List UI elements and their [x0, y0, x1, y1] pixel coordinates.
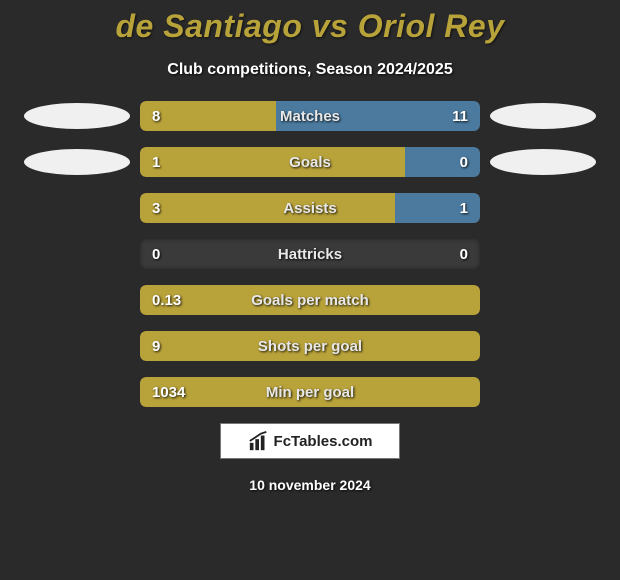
stat-row: 9Shots per goal	[0, 331, 620, 361]
bar-segment-left	[140, 147, 405, 177]
stat-value-left: 8	[140, 101, 172, 131]
stat-value-left: 1	[140, 147, 172, 177]
subtitle: Club competitions, Season 2024/2025	[0, 61, 620, 79]
stat-row: 10Goals	[0, 147, 620, 177]
stat-value-right: 11	[440, 101, 480, 131]
page-title: de Santiago vs Oriol Rey	[0, 0, 620, 45]
stat-value-right: 0	[448, 239, 480, 269]
date-line: 10 november 2024	[0, 477, 620, 493]
fctables-logo[interactable]: FcTables.com	[220, 423, 400, 459]
stat-label: Hattricks	[140, 239, 480, 269]
stat-row: 0.13Goals per match	[0, 285, 620, 315]
stat-value-right: 1	[448, 193, 480, 223]
chart-icon	[248, 430, 270, 452]
stat-row: 31Assists	[0, 193, 620, 223]
stat-value-left: 0	[140, 239, 172, 269]
stat-row: 811Matches	[0, 101, 620, 131]
stat-value-left: 0.13	[140, 285, 193, 315]
stat-value-left: 1034	[140, 377, 197, 407]
team-badge-left	[24, 103, 130, 129]
stat-bar: 9Shots per goal	[140, 331, 480, 361]
stat-row: 1034Min per goal	[0, 377, 620, 407]
stat-value-left: 3	[140, 193, 172, 223]
team-badge-left	[24, 149, 130, 175]
stat-bar: 811Matches	[140, 101, 480, 131]
logo-text: FcTables.com	[274, 433, 373, 450]
stat-value-right: 0	[448, 147, 480, 177]
stat-bar: 0 0Hattricks	[140, 239, 480, 269]
stat-bar: 10Goals	[140, 147, 480, 177]
stats-container: 811Matches10Goals31Assists00Hattricks0.1…	[0, 101, 620, 407]
stat-bar: 0.13Goals per match	[140, 285, 480, 315]
stat-bar: 1034Min per goal	[140, 377, 480, 407]
stat-bar: 31Assists	[140, 193, 480, 223]
team-badge-right	[490, 103, 596, 129]
bar-segment-left	[140, 193, 395, 223]
stat-row: 0 0Hattricks	[0, 239, 620, 269]
bar-segment-left	[140, 331, 480, 361]
stat-value-left: 9	[140, 331, 172, 361]
team-badge-right	[490, 149, 596, 175]
